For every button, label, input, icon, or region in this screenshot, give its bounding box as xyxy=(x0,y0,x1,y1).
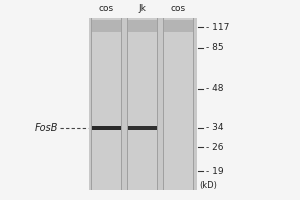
Bar xyxy=(121,18,122,190)
Bar xyxy=(92,126,121,130)
Bar xyxy=(127,18,158,190)
Bar xyxy=(163,18,194,190)
Bar xyxy=(91,18,122,190)
Bar xyxy=(92,20,121,32)
Text: - 48: - 48 xyxy=(206,84,223,93)
Bar xyxy=(193,18,194,190)
Bar xyxy=(157,18,158,190)
Text: Jk: Jk xyxy=(139,4,146,13)
Text: cos: cos xyxy=(171,4,186,13)
Bar xyxy=(164,20,193,32)
Bar xyxy=(128,20,157,32)
Bar xyxy=(88,18,196,190)
Text: - 26: - 26 xyxy=(206,142,223,152)
Text: - 117: - 117 xyxy=(206,22,229,31)
Text: - 34: - 34 xyxy=(206,123,223,132)
Bar xyxy=(91,18,92,190)
Bar xyxy=(127,18,128,190)
Text: FosB: FosB xyxy=(35,123,58,133)
Text: cos: cos xyxy=(99,4,114,13)
Bar xyxy=(163,18,164,190)
Text: (kD): (kD) xyxy=(200,181,217,190)
Text: - 19: - 19 xyxy=(206,166,223,176)
Bar xyxy=(128,126,157,130)
Text: - 85: - 85 xyxy=(206,44,223,52)
